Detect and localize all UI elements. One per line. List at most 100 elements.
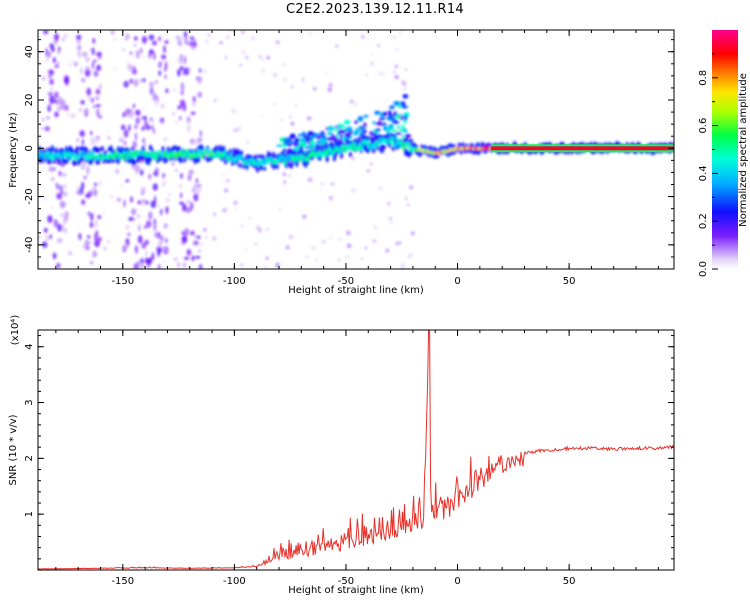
noise-speckle	[189, 201, 194, 211]
noise-speckle	[205, 39, 209, 43]
noise-speckle	[94, 219, 98, 229]
ridge-point	[400, 140, 404, 146]
noise-speckle	[135, 171, 138, 176]
noise-speckle	[302, 214, 307, 219]
noise-speckle	[213, 99, 217, 103]
noise-speckle	[47, 215, 53, 224]
ridge-point	[86, 151, 90, 157]
spectrogram-marks	[38, 30, 674, 269]
spectral-blob	[316, 135, 321, 140]
snr-multiplier: (x10⁴)	[10, 315, 21, 346]
noise-speckle	[132, 103, 136, 109]
noise-speckle	[180, 192, 183, 199]
spectral-blob	[102, 159, 106, 164]
noise-speckle	[290, 121, 295, 126]
snr-xlabel: Height of straight line (km)	[288, 585, 424, 596]
noise-speckle	[382, 72, 386, 76]
noise-speckle	[48, 73, 51, 77]
noise-speckle	[157, 249, 161, 257]
spectral-blob	[331, 136, 339, 142]
noise-speckle	[261, 69, 266, 74]
noise-speckle	[248, 217, 251, 220]
noise-speckle	[54, 111, 59, 118]
colorbar: 0.0 0.2 0.4 0.6 0.8 Normalized spectral ampl…	[698, 30, 749, 277]
noise-speckle	[241, 50, 246, 55]
spectral-blob	[377, 133, 381, 139]
spectrogram-panel: -150 -100 -50 0 50 -40 -20 0 20 40 Height of stra…	[8, 29, 675, 296]
noise-speckle	[62, 172, 67, 177]
noise-speckle	[160, 247, 167, 252]
noise-speckle	[345, 254, 350, 259]
noise-speckle	[54, 91, 59, 99]
noise-speckle	[272, 72, 278, 78]
ridge-point	[406, 141, 410, 147]
x-tick-label: -100	[223, 576, 246, 587]
noise-speckle	[84, 66, 91, 71]
spectral-blob	[321, 135, 327, 139]
snr-frame	[37, 329, 675, 571]
noise-speckle	[249, 265, 253, 269]
spectral-blob	[322, 137, 329, 141]
noise-speckle	[126, 232, 131, 236]
colorbar-tick-label: 0.2	[698, 213, 709, 229]
noise-speckle	[80, 181, 85, 190]
noise-speckle	[107, 136, 111, 140]
ridge-point	[184, 148, 188, 154]
noise-speckle	[175, 35, 181, 41]
noise-speckle	[172, 111, 176, 116]
noise-speckle	[49, 78, 54, 86]
spectral-blob	[179, 157, 183, 164]
noise-speckle	[278, 207, 281, 211]
noise-speckle	[222, 174, 226, 177]
noise-speckle	[405, 197, 408, 200]
noise-speckle	[178, 184, 183, 188]
noise-speckle	[45, 47, 48, 55]
noise-speckle	[76, 34, 82, 40]
noise-speckle	[94, 233, 98, 242]
noise-speckle	[190, 230, 195, 236]
spectral-blob	[299, 137, 306, 142]
noise-speckle	[41, 76, 46, 81]
x-tick-label: -100	[223, 276, 246, 287]
noise-speckle	[85, 68, 91, 77]
spectral-blob	[355, 128, 359, 134]
noise-speckle	[161, 175, 166, 179]
colorbar-tick-label: 0.0	[698, 261, 709, 277]
spectral-blob	[257, 154, 261, 159]
noise-speckle	[349, 99, 354, 104]
noise-speckle	[87, 95, 91, 102]
noise-speckle	[141, 242, 147, 249]
noise-speckle	[193, 234, 197, 239]
noise-speckle	[285, 245, 290, 250]
noise-speckle	[132, 217, 135, 221]
noise-speckle	[398, 30, 403, 35]
noise-speckle	[91, 47, 95, 56]
noise-speckle	[346, 243, 352, 249]
noise-speckle	[90, 212, 94, 221]
noise-speckle	[203, 227, 207, 232]
noise-speckle	[177, 262, 181, 268]
noise-speckle	[144, 200, 149, 205]
ridge-point	[297, 157, 301, 163]
noise-speckle	[224, 188, 229, 193]
noise-speckle	[245, 139, 250, 145]
noise-speckle	[149, 82, 154, 87]
noise-speckle	[164, 40, 169, 44]
noise-speckle	[143, 225, 148, 229]
noise-speckle	[128, 216, 133, 222]
ridge-point	[195, 153, 199, 159]
ridge-point	[67, 151, 71, 157]
noise-speckle	[266, 228, 269, 231]
noise-speckle	[49, 43, 54, 49]
noise-speckle	[98, 114, 103, 119]
spectral-blob	[400, 101, 406, 106]
noise-speckle	[182, 103, 187, 112]
noise-speckle	[148, 211, 153, 220]
spectral-blob	[294, 137, 299, 141]
noise-speckle	[122, 48, 126, 52]
noise-speckle	[61, 225, 65, 231]
noise-speckle	[148, 34, 155, 41]
noise-speckle	[409, 185, 414, 190]
ridge-band-edge	[491, 144, 674, 147]
noise-speckle	[142, 78, 146, 83]
